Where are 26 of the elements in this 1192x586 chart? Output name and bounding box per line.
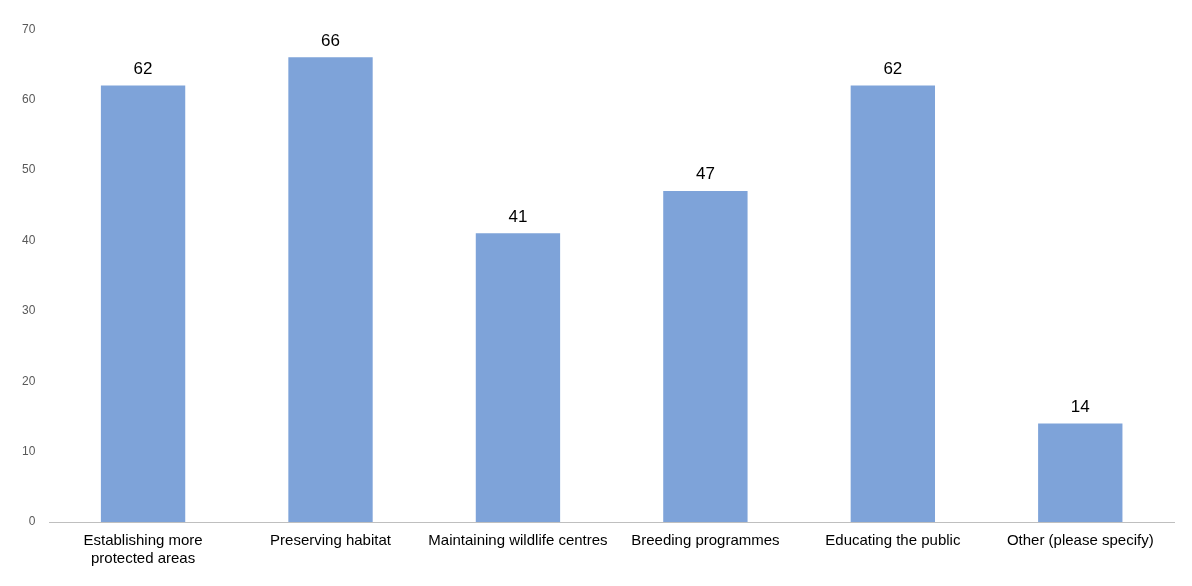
data-label: 14 xyxy=(1070,396,1090,416)
bar xyxy=(475,233,561,522)
bar xyxy=(1038,423,1123,522)
y-tick-label: 20 xyxy=(21,373,36,388)
bar xyxy=(850,85,936,522)
y-tick-label: 50 xyxy=(21,162,36,177)
data-label: 62 xyxy=(133,58,153,78)
data-label: 41 xyxy=(508,206,528,226)
y-tick-label: 0 xyxy=(28,514,36,529)
bar xyxy=(288,57,373,522)
x-tick-label: Establishing more protected areas xyxy=(83,531,203,567)
y-tick-label: 10 xyxy=(21,443,36,458)
x-tick-label: Maintaining wildlife centres xyxy=(428,531,608,549)
x-tick-label: Other (please specify) xyxy=(1006,531,1154,549)
y-tick-label: 30 xyxy=(21,303,36,318)
bar xyxy=(663,191,748,522)
x-tick-label: Educating the public xyxy=(825,531,961,549)
y-tick-label: 60 xyxy=(21,91,36,106)
x-tick-label: Breeding programmes xyxy=(631,531,780,549)
y-tick-label: 40 xyxy=(21,232,36,247)
data-label: 62 xyxy=(883,58,903,78)
bar xyxy=(100,85,186,522)
x-tick-label: Preserving habitat xyxy=(270,531,392,549)
data-label: 66 xyxy=(321,30,340,50)
data-label: 47 xyxy=(695,164,715,184)
y-tick-label: 70 xyxy=(21,21,36,36)
